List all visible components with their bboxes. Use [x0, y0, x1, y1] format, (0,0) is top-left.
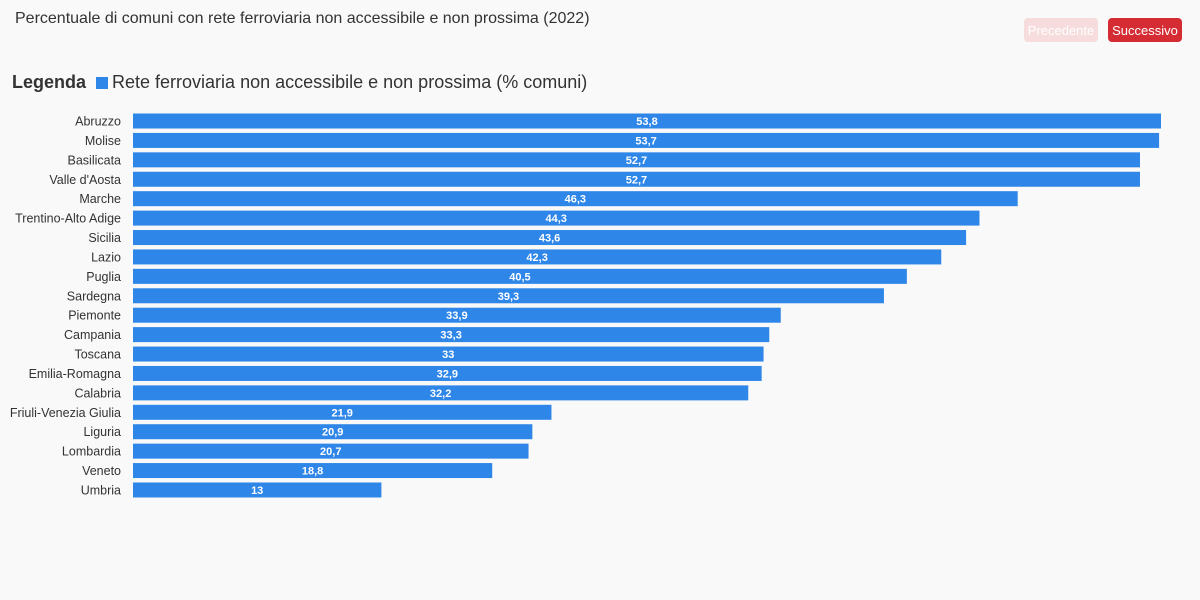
value-label: 52,7	[626, 155, 647, 167]
value-label: 40,5	[509, 271, 530, 283]
value-label: 32,9	[437, 368, 458, 380]
legend-swatch[interactable]	[96, 76, 109, 89]
value-label: 32,2	[430, 388, 451, 400]
bar[interactable]	[133, 385, 749, 401]
category-label: Puglia	[86, 270, 121, 284]
category-label: Trentino-Alto Adige	[15, 212, 121, 226]
category-label: Valle d'Aosta	[49, 173, 121, 187]
category-label: Liguria	[83, 425, 121, 439]
previous-button[interactable]: Precedente	[1024, 18, 1098, 42]
category-label: Emilia-Romagna	[29, 367, 121, 381]
bar[interactable]	[133, 327, 770, 343]
value-label: 20,7	[320, 446, 341, 458]
value-label: 13	[251, 485, 263, 497]
category-label: Piemonte	[68, 309, 121, 323]
category-label: Campania	[64, 328, 121, 342]
bar[interactable]	[133, 230, 967, 246]
category-label: Veneto	[82, 464, 121, 478]
bar[interactable]	[133, 268, 907, 284]
value-label: 42,3	[526, 252, 547, 264]
bar[interactable]	[133, 424, 533, 440]
legend-title: Legenda	[12, 72, 87, 92]
category-label: Sicilia	[88, 231, 121, 245]
chart-title: Percentuale di comuni con rete ferroviar…	[15, 10, 590, 27]
value-label: 46,3	[565, 194, 586, 206]
bar[interactable]	[133, 463, 493, 479]
legend-series-label[interactable]: Rete ferroviaria non accessibile e non p…	[112, 72, 588, 92]
bar[interactable]	[133, 482, 382, 498]
value-label: 53,7	[635, 135, 656, 147]
next-button[interactable]: Successivo	[1108, 18, 1182, 42]
category-label: Friuli-Venezia Giulia	[10, 406, 121, 420]
value-label: 39,3	[498, 291, 519, 303]
bar[interactable]	[133, 132, 1160, 148]
category-label: Lazio	[91, 250, 121, 264]
bar[interactable]	[133, 191, 1018, 207]
bar[interactable]	[133, 404, 552, 420]
value-label: 43,6	[539, 233, 560, 245]
value-label: 20,9	[322, 427, 343, 439]
value-label: 18,8	[302, 466, 323, 478]
value-label: 33	[442, 349, 454, 361]
category-label: Molise	[85, 134, 121, 148]
bar[interactable]	[133, 288, 884, 304]
bar[interactable]	[133, 443, 529, 459]
bar[interactable]	[133, 249, 942, 265]
category-label: Abruzzo	[75, 115, 121, 129]
bar[interactable]	[133, 210, 980, 226]
bar[interactable]	[133, 113, 1161, 129]
value-label: 52,7	[626, 174, 647, 186]
bar[interactable]	[133, 307, 781, 323]
category-label: Calabria	[74, 386, 121, 400]
value-label: 33,9	[446, 310, 467, 322]
value-label: 44,3	[546, 213, 567, 225]
category-label: Toscana	[74, 348, 121, 362]
category-label: Umbria	[81, 483, 121, 497]
value-label: 53,8	[636, 116, 657, 128]
value-label: 33,3	[440, 330, 461, 342]
category-label: Marche	[79, 192, 121, 206]
bar[interactable]	[133, 346, 764, 362]
category-label: Sardegna	[67, 289, 121, 303]
category-label: Basilicata	[68, 153, 122, 167]
bar[interactable]	[133, 152, 1140, 168]
bar[interactable]	[133, 171, 1140, 187]
value-label: 21,9	[332, 407, 353, 419]
category-label: Lombardia	[62, 445, 121, 459]
legend: Legenda Rete ferroviaria non accessibile…	[12, 72, 587, 93]
bar[interactable]	[133, 365, 762, 381]
